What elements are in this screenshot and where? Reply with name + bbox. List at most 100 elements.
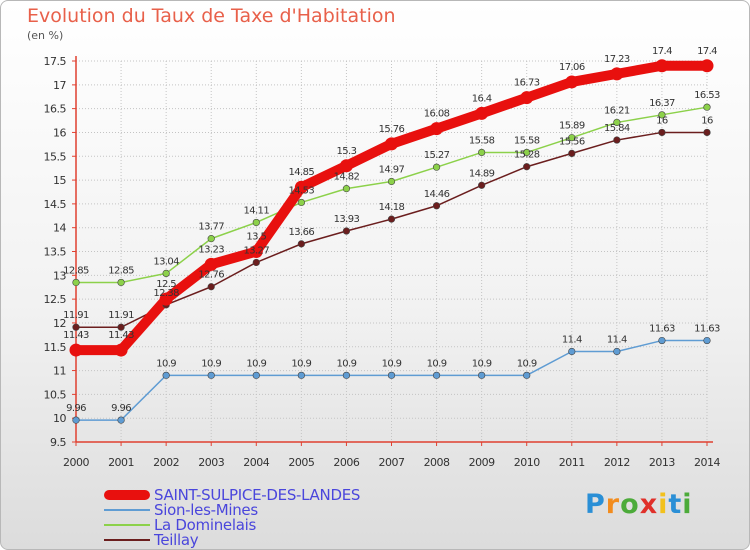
series-points bbox=[69, 59, 714, 424]
data-point bbox=[297, 198, 305, 207]
data-point bbox=[658, 128, 666, 137]
data-point bbox=[703, 103, 711, 111]
y-tick-label: 12 bbox=[53, 317, 66, 330]
data-point bbox=[523, 371, 531, 379]
data-label: 14.97 bbox=[379, 164, 405, 175]
data-point bbox=[162, 371, 170, 379]
data-label: 16.4 bbox=[472, 93, 492, 104]
data-point bbox=[342, 371, 351, 379]
x-tick-label: 2005 bbox=[288, 456, 314, 469]
data-point bbox=[159, 292, 173, 306]
y-tick-label: 15.5 bbox=[44, 150, 67, 163]
x-tick-label: 2013 bbox=[649, 456, 675, 469]
data-label: 15.58 bbox=[469, 135, 495, 146]
data-label: 15.3 bbox=[336, 146, 356, 157]
data-point bbox=[613, 118, 621, 127]
logo-letter: r bbox=[605, 489, 621, 520]
data-label: 14.46 bbox=[424, 189, 450, 200]
data-point bbox=[523, 163, 531, 171]
data-labels: 11.91 11.91 12.38 12.76 13.27 13.66 13.93 14.18… bbox=[63, 46, 720, 414]
legend-swatch bbox=[104, 509, 150, 511]
data-point bbox=[249, 245, 263, 258]
data-point bbox=[385, 137, 398, 151]
y-tick-label: 10 bbox=[53, 412, 66, 425]
logo-letter: o bbox=[620, 489, 640, 520]
data-point bbox=[114, 343, 128, 357]
logo-letter: i bbox=[682, 489, 693, 520]
x-tick-label: 2012 bbox=[604, 456, 630, 469]
data-label: 10.9 bbox=[427, 358, 447, 369]
data-point bbox=[162, 269, 170, 278]
data-label: 12.38 bbox=[153, 288, 179, 299]
y-tick-label: 15 bbox=[53, 174, 66, 187]
data-point bbox=[297, 371, 305, 379]
data-point bbox=[523, 148, 531, 157]
data-point bbox=[565, 75, 579, 89]
data-label: 9.96 bbox=[111, 403, 131, 414]
data-label: 16 bbox=[701, 115, 713, 126]
x-tick-label: 2007 bbox=[379, 456, 405, 469]
y-axis-unit: (en %) bbox=[27, 29, 64, 42]
data-point bbox=[339, 159, 353, 173]
data-point bbox=[294, 180, 308, 194]
data-point bbox=[478, 181, 486, 189]
data-point bbox=[430, 122, 444, 136]
x-tick-label: 2011 bbox=[559, 456, 585, 469]
data-label: 11.43 bbox=[108, 330, 134, 341]
logo-letter: i bbox=[658, 489, 669, 520]
y-tick-label: 12.5 bbox=[44, 293, 67, 306]
data-point bbox=[568, 149, 576, 157]
data-point bbox=[658, 336, 666, 345]
y-tick-label: 17 bbox=[53, 79, 66, 92]
data-label: 10.9 bbox=[336, 358, 356, 369]
data-label: 11.4 bbox=[607, 335, 627, 346]
data-label: 15.27 bbox=[424, 150, 450, 161]
data-label: 11.91 bbox=[108, 310, 134, 321]
y-tick-label: 14 bbox=[53, 222, 66, 235]
data-label: 12.85 bbox=[63, 265, 89, 276]
data-point bbox=[613, 136, 621, 144]
data-point bbox=[568, 347, 576, 356]
data-label: 14.82 bbox=[334, 172, 360, 183]
data-label: 9.96 bbox=[66, 403, 86, 414]
data-point bbox=[72, 323, 80, 331]
data-point bbox=[432, 163, 441, 171]
data-label: 15.84 bbox=[604, 123, 630, 134]
legend-label: La Dominelais bbox=[154, 516, 257, 534]
data-label: 10.9 bbox=[201, 358, 221, 369]
x-tick-label: 2001 bbox=[108, 456, 134, 469]
data-label: 17.4 bbox=[697, 46, 717, 57]
legend-label: Sion-les-Mines bbox=[154, 501, 258, 519]
data-point bbox=[207, 371, 215, 379]
data-label: 10.9 bbox=[156, 358, 176, 369]
data-label: 14.85 bbox=[289, 167, 315, 178]
data-label: 16.73 bbox=[514, 78, 540, 89]
data-label: 16.08 bbox=[424, 109, 450, 120]
data-point bbox=[342, 227, 351, 235]
data-label: 14.89 bbox=[469, 168, 495, 179]
data-point bbox=[297, 240, 305, 248]
data-point bbox=[252, 218, 260, 227]
x-tick-label: 2002 bbox=[153, 456, 179, 469]
legend-label: Teillay bbox=[154, 531, 199, 549]
data-point bbox=[658, 111, 666, 119]
data-label: 10.9 bbox=[472, 358, 492, 369]
data-point bbox=[610, 67, 624, 81]
data-point bbox=[478, 148, 486, 157]
y-tick-label: 17.5 bbox=[44, 55, 67, 68]
data-point bbox=[520, 91, 534, 105]
axes: 9.5 10 10.5 11 11.5 12 12.5 13 13.5 14 14.5 15 15.5 1… bbox=[44, 55, 721, 469]
data-point bbox=[72, 416, 80, 424]
data-label: 12.85 bbox=[108, 265, 134, 276]
data-label: 14.18 bbox=[379, 202, 405, 213]
data-label: 14.53 bbox=[289, 185, 315, 196]
data-label: 13.04 bbox=[153, 256, 179, 267]
legend-swatch bbox=[104, 539, 150, 541]
data-label: 17.06 bbox=[559, 62, 585, 73]
data-point bbox=[117, 278, 125, 287]
data-label: 15.28 bbox=[514, 150, 540, 161]
data-label: 13.23 bbox=[198, 244, 224, 255]
legend-label: SAINT-SULPICE-DES-LANDES bbox=[154, 486, 361, 504]
data-point bbox=[432, 202, 441, 210]
